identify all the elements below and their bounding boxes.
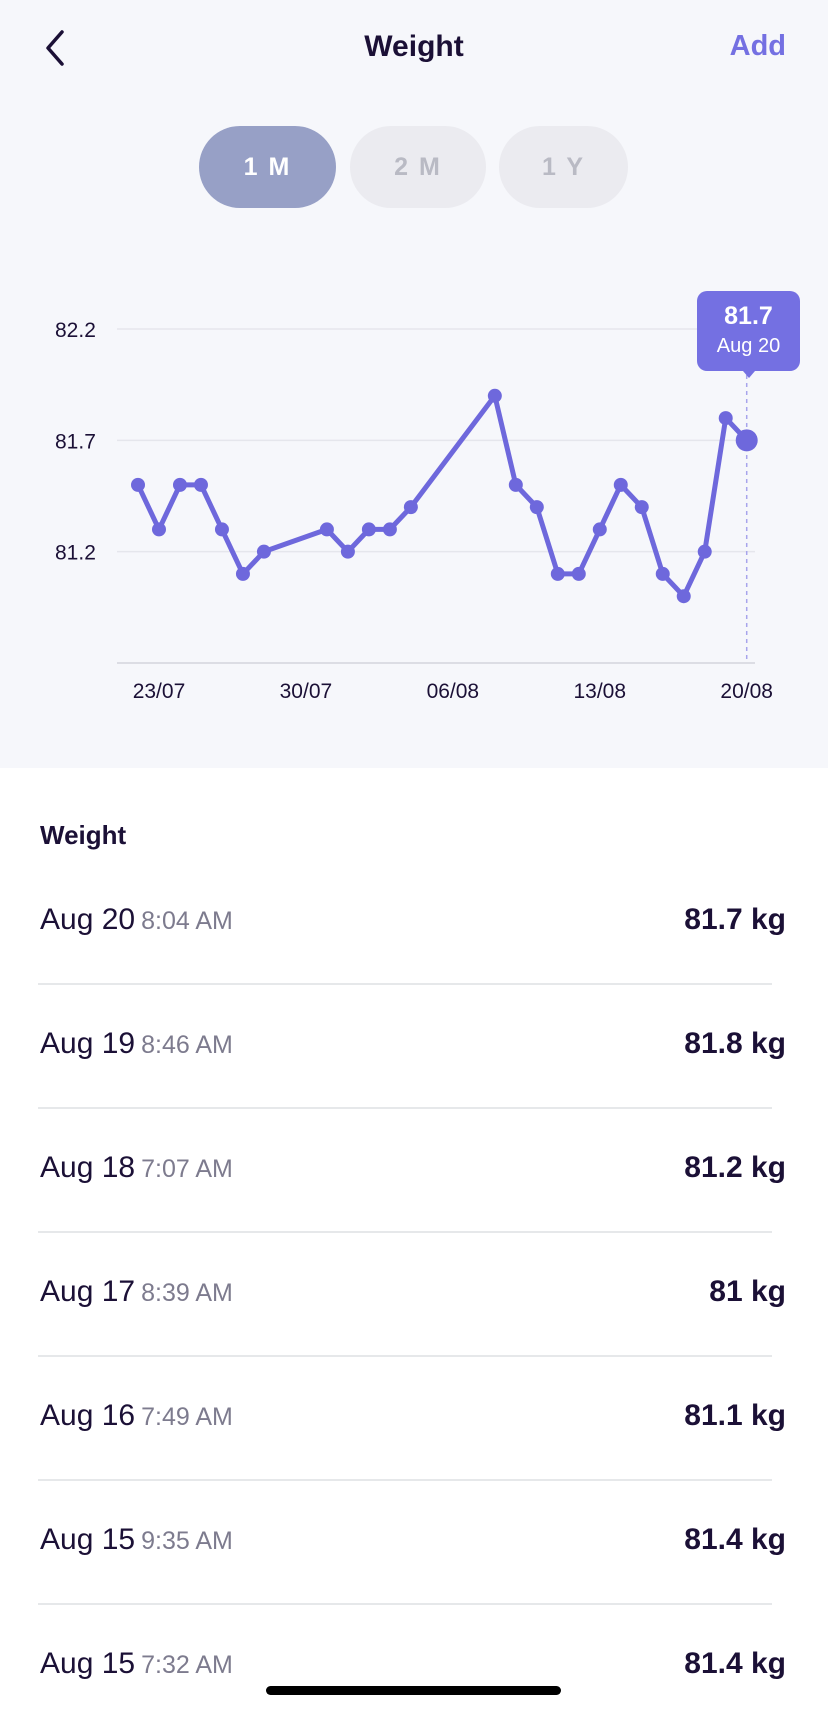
data-point <box>361 522 376 537</box>
back-button[interactable] <box>40 28 76 68</box>
data-point <box>235 566 250 581</box>
entry-day: Aug 15 <box>40 1523 136 1556</box>
y-tick-label: 81.7 <box>55 430 96 453</box>
entry-date: Aug 15 7:32 AM <box>40 1647 233 1681</box>
list-item[interactable]: Aug 19 8:46 AM 81.8 kg <box>0 985 828 1109</box>
entry-value: 81 kg <box>709 1275 786 1308</box>
entry-day: Aug 19 <box>40 1027 136 1060</box>
entry-value: 81.8 kg <box>684 1027 786 1060</box>
x-tick-label: 20/08 <box>720 680 773 703</box>
data-point <box>718 411 733 426</box>
y-tick-label: 81.2 <box>55 542 96 565</box>
list-item[interactable]: Aug 20 8:04 AM 81.7 kg <box>0 861 828 985</box>
data-point <box>735 429 758 452</box>
entry-date: Aug 16 7:49 AM <box>40 1399 233 1433</box>
data-point <box>403 500 418 515</box>
data-point <box>193 477 208 492</box>
data-point <box>550 566 565 581</box>
x-tick-label: 30/07 <box>280 680 333 703</box>
divider <box>38 1603 772 1605</box>
list-item[interactable]: Aug 17 8:39 AM 81 kg <box>0 1233 828 1357</box>
data-point <box>655 566 670 581</box>
divider <box>38 1355 772 1357</box>
data-point <box>340 544 355 559</box>
entry-day: Aug 17 <box>40 1275 136 1308</box>
divider <box>38 1479 772 1481</box>
data-point <box>634 500 649 515</box>
entry-time: 8:04 AM <box>141 907 233 935</box>
data-point <box>487 388 502 403</box>
x-tick-label: 13/08 <box>573 680 626 703</box>
entry-time: 9:35 AM <box>141 1527 233 1555</box>
series-line <box>135 393 749 599</box>
entry-day: Aug 15 <box>40 1647 136 1680</box>
data-point <box>131 477 145 492</box>
entry-time: 7:07 AM <box>141 1155 233 1183</box>
entry-day: Aug 16 <box>40 1399 136 1432</box>
entry-date: Aug 17 8:39 AM <box>40 1275 233 1309</box>
data-point <box>592 522 607 537</box>
entry-time: 8:39 AM <box>141 1279 233 1307</box>
weight-line-chart[interactable]: 82.2 81.7 81.2 23/07 30/07 06/08 13/08 20/08 <box>0 270 828 730</box>
entry-value: 81.7 kg <box>684 903 786 936</box>
tab-1m[interactable]: 1 M <box>199 126 336 208</box>
list-item[interactable]: Aug 16 7:49 AM 81.1 kg <box>0 1357 828 1481</box>
entry-time: 8:46 AM <box>141 1031 233 1059</box>
entry-day: Aug 18 <box>40 1151 136 1184</box>
data-point <box>319 522 334 537</box>
add-button[interactable]: Add <box>729 30 786 62</box>
chevron-left-icon <box>46 30 64 66</box>
data-point <box>256 544 271 559</box>
section-title: Weight <box>40 820 127 850</box>
entry-date: Aug 15 9:35 AM <box>40 1523 233 1557</box>
entry-value: 81.2 kg <box>684 1151 786 1184</box>
list-item[interactable]: Aug 15 7:32 AM 81.4 kg <box>0 1605 828 1729</box>
list-item[interactable]: Aug 15 9:35 AM 81.4 kg <box>0 1481 828 1605</box>
data-point <box>676 589 691 604</box>
list-item[interactable]: Aug 18 7:07 AM 81.2 kg <box>0 1109 828 1233</box>
divider <box>38 1107 772 1109</box>
tab-1y[interactable]: 1 Y <box>499 126 628 208</box>
chart-tooltip: 81.7 Aug 20 <box>697 291 800 378</box>
home-indicator[interactable] <box>266 1686 561 1695</box>
entry-date: Aug 20 8:04 AM <box>40 903 233 937</box>
data-point <box>529 500 544 515</box>
data-point <box>151 522 166 537</box>
entry-value: 81.1 kg <box>684 1399 786 1432</box>
x-tick-label: 06/08 <box>427 680 480 703</box>
tooltip-value: 81.7 <box>724 302 773 330</box>
y-tick-label: 82.2 <box>55 319 96 342</box>
tab-2m[interactable]: 2 M <box>350 126 486 208</box>
data-point <box>508 477 523 492</box>
data-point <box>214 522 229 537</box>
tooltip-date: Aug 20 <box>716 335 781 357</box>
entry-value: 81.4 kg <box>684 1647 786 1680</box>
entry-time: 7:49 AM <box>141 1403 233 1431</box>
data-point <box>382 522 397 537</box>
entry-date: Aug 18 7:07 AM <box>40 1151 233 1185</box>
data-point <box>697 544 712 559</box>
data-point <box>571 566 586 581</box>
data-point <box>613 477 628 492</box>
divider <box>38 983 772 985</box>
data-point <box>172 477 187 492</box>
entry-date: Aug 19 8:46 AM <box>40 1027 233 1061</box>
divider <box>38 1231 772 1233</box>
entry-value: 81.4 kg <box>684 1523 786 1556</box>
entry-time: 7:32 AM <box>141 1651 233 1679</box>
x-tick-label: 23/07 <box>133 680 186 703</box>
entry-day: Aug 20 <box>40 903 136 936</box>
